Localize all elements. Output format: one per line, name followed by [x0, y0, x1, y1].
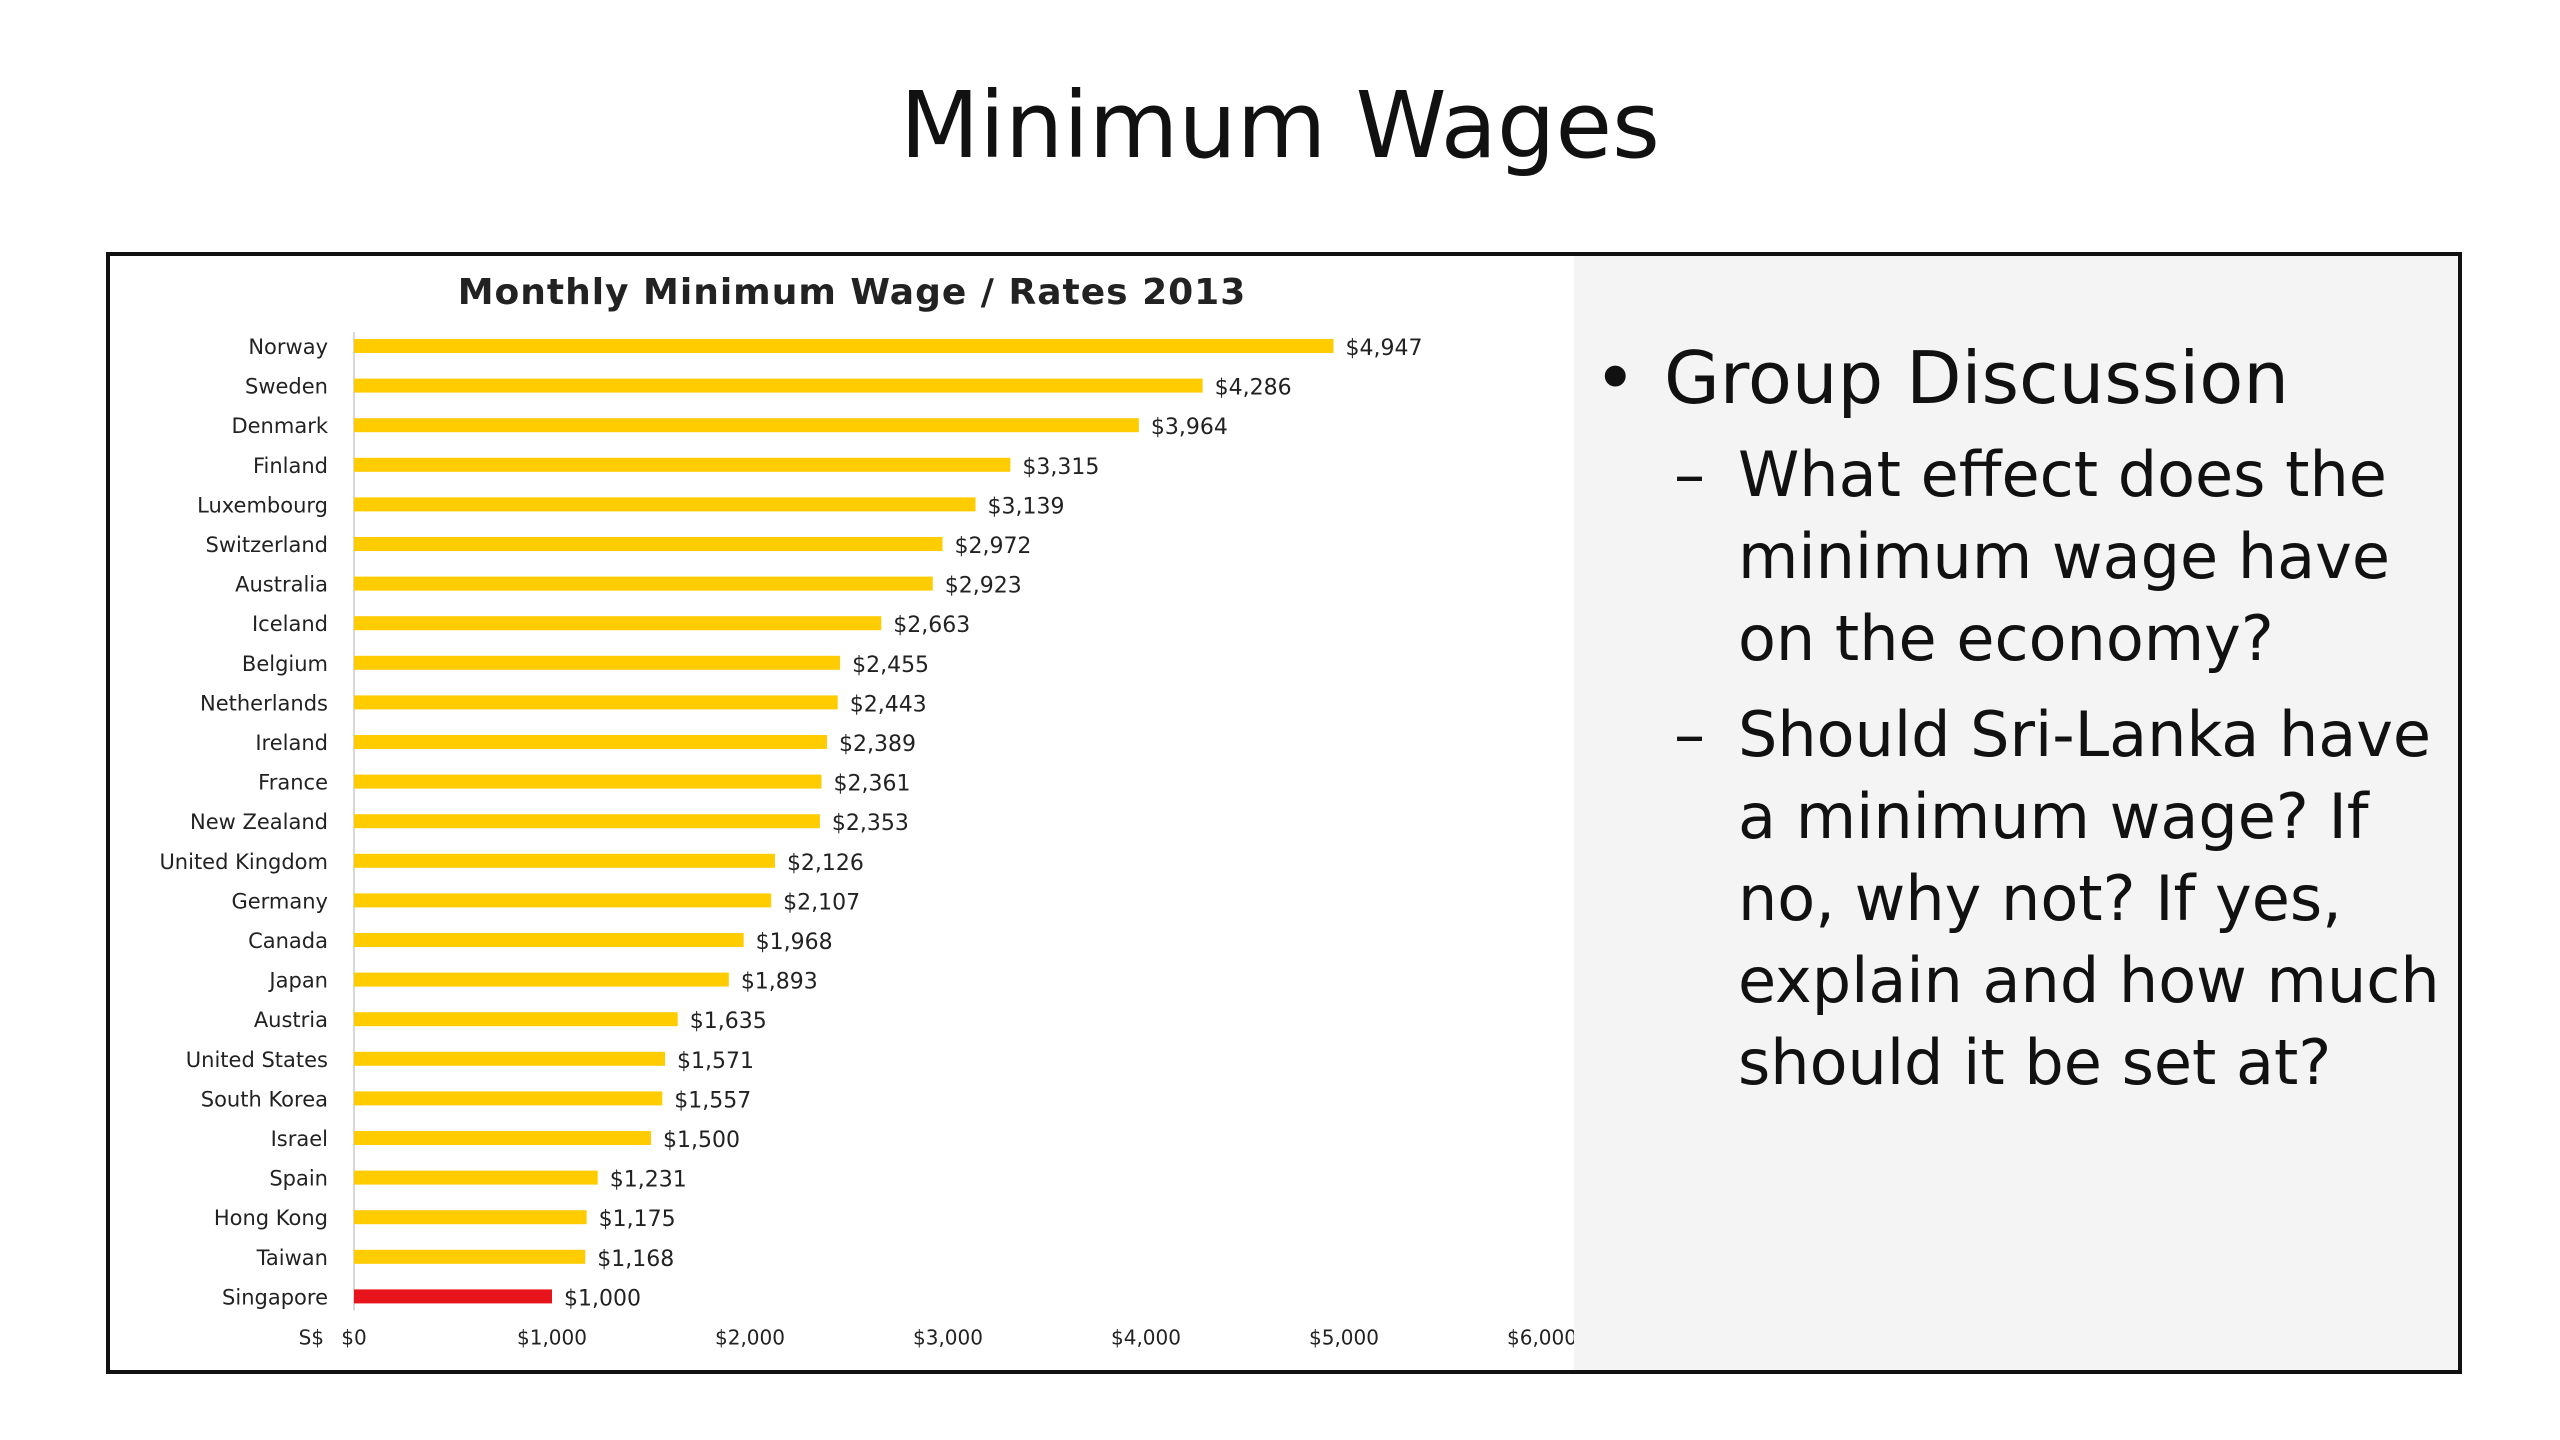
chart-title: Monthly Minimum Wage / Rates 2013 [458, 272, 1247, 313]
dash-icon: – [1674, 438, 1705, 511]
data-label: $1,000 [564, 1286, 641, 1311]
data-label: $2,107 [783, 890, 860, 915]
data-label: $2,455 [852, 653, 929, 678]
x-tick-label: $2,000 [715, 1325, 785, 1349]
bar [354, 814, 820, 829]
category-label: Japan [267, 969, 328, 993]
bar [354, 972, 729, 987]
bar [354, 695, 838, 710]
bar [354, 339, 1334, 353]
data-label: $1,893 [741, 970, 818, 995]
bar [354, 1012, 678, 1027]
data-label: $1,500 [663, 1128, 740, 1153]
question-item: – Should Sri-Lanka have a minimum wage? … [1674, 694, 2454, 1104]
data-label: $4,286 [1215, 376, 1292, 401]
bar [354, 853, 775, 868]
category-label: South Korea [201, 1087, 328, 1111]
x-tick-label: $6,000 [1507, 1325, 1574, 1349]
discussion-heading: Group Discussion [1664, 336, 2289, 420]
bar [354, 1210, 587, 1225]
data-label: $3,315 [1022, 455, 1099, 480]
data-label: $1,168 [597, 1247, 674, 1272]
x-tick-label: $1,000 [517, 1325, 587, 1349]
bar [354, 616, 882, 631]
bar [354, 1091, 663, 1106]
question-item: – What effect does the minimum wage have… [1674, 434, 2454, 680]
category-label: Germany [231, 889, 328, 913]
data-label: $2,663 [893, 613, 970, 638]
currency-label: S$ [299, 1325, 324, 1349]
bar [354, 1051, 666, 1066]
x-tick-label: $4,000 [1111, 1325, 1181, 1349]
wage-bar-chart: Monthly Minimum Wage / Rates 2013 Norway $… [159, 272, 1574, 1349]
data-label: $4,947 [1346, 336, 1423, 361]
category-label: Israel [271, 1127, 328, 1151]
data-label: $1,968 [756, 930, 833, 955]
data-label: $2,923 [945, 574, 1022, 599]
bar [354, 576, 933, 591]
data-label: $1,231 [610, 1168, 687, 1193]
question-list: – What effect does the minimum wage have… [1674, 434, 2454, 1104]
bar [354, 1131, 651, 1145]
category-label: Spain [269, 1167, 328, 1191]
bar [354, 497, 976, 512]
x-tick-label: $0 [341, 1325, 366, 1349]
category-label: Ireland [255, 731, 328, 755]
bar [354, 893, 772, 908]
category-label: Belgium [242, 652, 328, 676]
data-label: $2,972 [954, 534, 1031, 559]
category-label: United States [186, 1048, 328, 1072]
bar [354, 537, 943, 551]
bar [354, 457, 1011, 472]
x-tick-label: $3,000 [913, 1325, 983, 1349]
discussion-panel: • Group Discussion – What effect does th… [1594, 336, 2454, 1118]
data-label: $2,361 [833, 772, 910, 797]
data-label: $1,571 [677, 1049, 754, 1074]
chart-panel: Monthly Minimum Wage / Rates 2013 Norway $… [110, 256, 1574, 1370]
category-label: Luxembourg [197, 493, 328, 517]
category-label: Netherlands [200, 691, 328, 715]
bar [354, 378, 1203, 393]
category-label: Australia [235, 573, 328, 597]
category-label: United Kingdom [159, 850, 328, 874]
question-text: Should Sri-Lanka have a minimum wage? If… [1738, 698, 2440, 1099]
bar [354, 1289, 552, 1304]
discussion-bullet: • Group Discussion [1594, 336, 2454, 420]
bar [354, 774, 822, 789]
data-label: $3,964 [1151, 415, 1228, 440]
data-label: $2,353 [832, 811, 909, 836]
category-label: Canada [248, 929, 328, 953]
category-label: Switzerland [206, 533, 329, 557]
category-label: Taiwan [256, 1246, 328, 1270]
bar [354, 1170, 598, 1185]
data-label: $1,557 [674, 1088, 751, 1113]
data-label: $2,443 [850, 692, 927, 717]
bar [354, 1249, 586, 1264]
category-label: Austria [254, 1008, 328, 1032]
category-label: Finland [253, 454, 328, 478]
question-text: What effect does the minimum wage have o… [1738, 438, 2390, 675]
slide-title: Minimum Wages [900, 72, 1660, 179]
dash-icon: – [1674, 698, 1705, 771]
bar [354, 418, 1139, 433]
category-label: Hong Kong [214, 1206, 328, 1230]
category-label: New Zealand [190, 810, 328, 834]
bullet-icon: • [1594, 336, 1637, 420]
data-label: $2,389 [839, 732, 916, 757]
category-label: Sweden [245, 375, 328, 399]
data-label: $1,635 [690, 1009, 767, 1034]
category-label: Norway [248, 335, 328, 359]
data-label: $1,175 [599, 1207, 676, 1232]
bar [354, 655, 841, 670]
data-label: $3,139 [988, 494, 1065, 519]
bar [354, 933, 744, 947]
data-label: $2,126 [787, 851, 864, 876]
category-label: France [258, 771, 328, 795]
category-label: Denmark [231, 414, 328, 438]
category-label: Singapore [222, 1285, 328, 1309]
category-label: Iceland [252, 612, 328, 636]
x-tick-label: $5,000 [1309, 1325, 1379, 1349]
content-frame: Monthly Minimum Wage / Rates 2013 Norway $… [106, 252, 2462, 1374]
bar [354, 735, 828, 749]
